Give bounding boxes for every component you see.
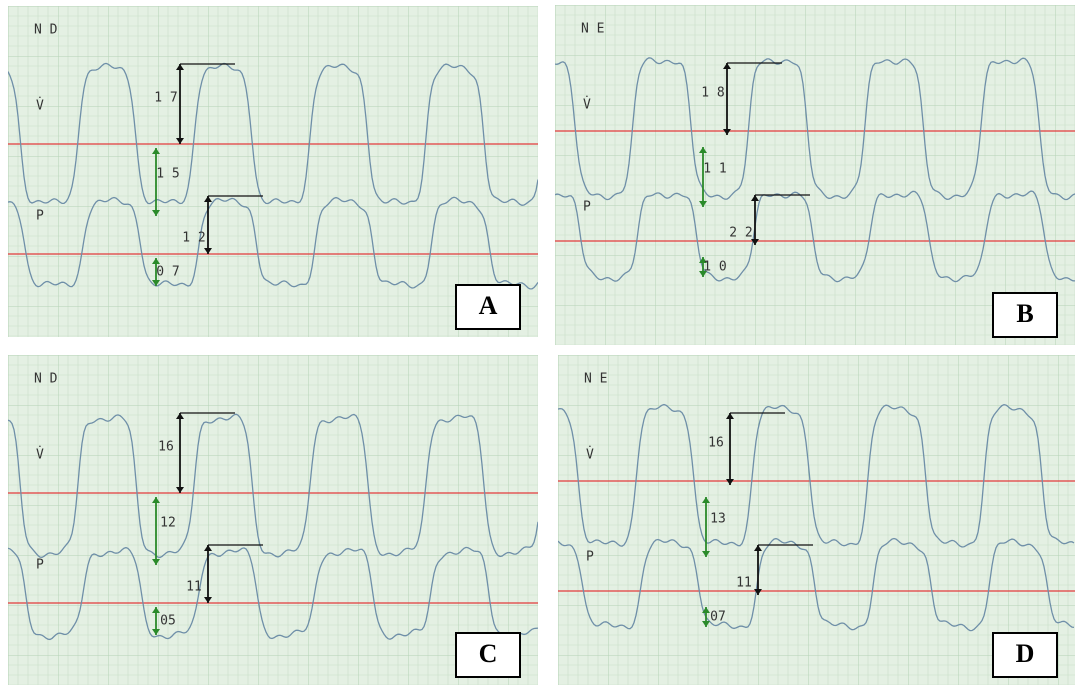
figure: N DV̇P1 71 51 20 7A N EV̇P1 81 12 21 0B … (0, 0, 1078, 687)
measurement-value: 1 1 (703, 162, 726, 177)
measurement-value: 2 2 (729, 226, 752, 241)
measurement-value: 1 8 (701, 86, 724, 101)
pressure-label: P (36, 558, 44, 573)
flow-label: V̇ (36, 446, 44, 462)
mode-label: N D (34, 372, 58, 387)
measurement-value: 1 5 (156, 167, 179, 182)
measurement-value: 11 (736, 576, 752, 591)
measurement-value: 1 7 (154, 91, 177, 106)
pressure-label: P (586, 550, 594, 565)
recording-panel: N D V̇ P 1 7 1 5 1 2 0 7 A (8, 6, 538, 337)
measurement-value: 0 7 (156, 265, 179, 280)
panel-label: B (1016, 299, 1033, 328)
measurement-value: 11 (186, 580, 202, 595)
recording-panel: N E V̇ P 16 13 11 07 D (558, 355, 1075, 685)
measurement-value: 13 (710, 512, 726, 527)
measurement-value: 05 (160, 614, 176, 629)
measurement-value: 16 (158, 440, 174, 455)
mode-label: N E (581, 22, 604, 37)
mode-label: N E (584, 372, 607, 387)
mode-label: N D (34, 23, 58, 38)
flow-label: V̇ (583, 96, 591, 112)
measurement-value: 1 2 (182, 231, 205, 246)
recording-panel: N D V̇ P 16 12 11 05 C (8, 355, 538, 685)
panel-label: D (1016, 639, 1035, 668)
measurement-value: 07 (710, 610, 726, 625)
measurement-value: 12 (160, 516, 176, 531)
panel-label: C (479, 639, 498, 668)
recording-panel: N E V̇ P 1 8 1 1 2 2 1 0 B (555, 5, 1075, 345)
flow-label: V̇ (36, 97, 44, 113)
panel-label: A (479, 291, 498, 320)
flow-label: V̇ (586, 446, 594, 462)
measurement-value: 16 (708, 436, 724, 451)
pressure-label: P (583, 200, 591, 215)
pressure-label: P (36, 209, 44, 224)
measurement-value: 1 0 (703, 260, 726, 275)
